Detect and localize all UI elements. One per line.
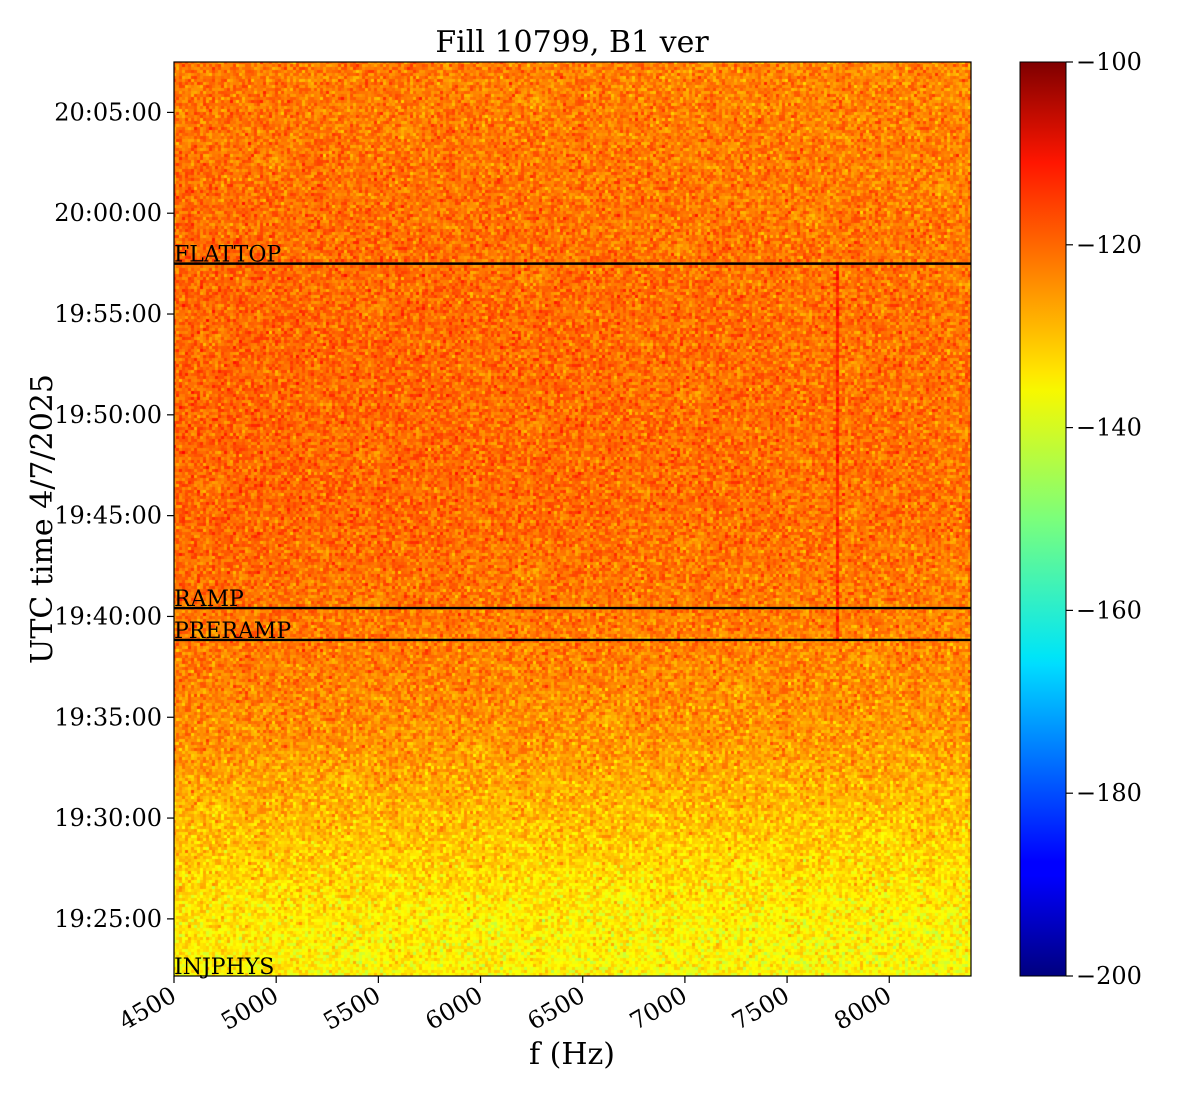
colorbar: −200 −180 −160 −140 −120 −100 xyxy=(1019,48,1142,990)
beam-mode-label: FLATTOP xyxy=(174,243,281,268)
x-axis-label: f (Hz) xyxy=(529,1037,615,1072)
y-tick-label: 19:35:00 xyxy=(54,703,162,731)
y-axis: 19:25:00 19:30:00 19:35:00 19:40:00 19:45:00… xyxy=(54,98,174,933)
beam-mode-label: INJPHYS xyxy=(174,955,274,980)
x-tick-label: 8000 xyxy=(829,981,896,1036)
y-tick-label: 19:40:00 xyxy=(54,602,162,630)
x-tick-label: 5000 xyxy=(216,981,283,1036)
y-tick-label: 19:30:00 xyxy=(54,804,162,832)
x-tick-label: 6500 xyxy=(523,981,590,1036)
x-tick-label: 7500 xyxy=(727,981,794,1036)
y-tick-label: 19:45:00 xyxy=(54,502,162,530)
colorbar-tick-label: −200 xyxy=(1076,962,1142,990)
beam-mode-label: PRERAMP xyxy=(174,619,291,644)
y-tick-label: 19:50:00 xyxy=(54,401,162,429)
beam-mode-label: RAMP xyxy=(174,587,244,612)
colorbar-ticks: −200 −180 −160 −140 −120 −100 xyxy=(1066,48,1142,990)
spectrogram-heatmap xyxy=(174,62,971,976)
colorbar-tick-label: −180 xyxy=(1076,779,1142,807)
x-tick-label: 6000 xyxy=(421,981,488,1036)
plot-area xyxy=(173,61,972,977)
colorbar-tick-label: −140 xyxy=(1076,414,1142,442)
plot-frame xyxy=(173,61,972,977)
colorbar-gradient xyxy=(1019,61,1067,977)
x-tick-label: 5500 xyxy=(318,981,385,1036)
x-tick-label: 7000 xyxy=(625,981,692,1036)
colorbar-tick-label: −120 xyxy=(1076,231,1142,259)
y-tick-label: 20:00:00 xyxy=(54,199,162,227)
y-tick-label: 20:05:00 xyxy=(54,98,162,126)
colorbar-tick-label: −160 xyxy=(1076,596,1142,624)
chart-title: Fill 10799, B1 ver xyxy=(435,25,709,60)
beam-mode-markers: FLATTOP RAMP PRERAMP INJPHYS xyxy=(174,243,971,980)
x-tick-label: 4500 xyxy=(114,981,181,1036)
colorbar-tick-label: −100 xyxy=(1076,48,1142,76)
x-axis: 4500 5000 5500 6000 6500 7000 7500 8000 xyxy=(114,976,896,1036)
y-axis-label: UTC time 4/7/2025 xyxy=(25,374,60,664)
y-tick-label: 19:25:00 xyxy=(54,905,162,933)
y-tick-label: 19:55:00 xyxy=(54,300,162,328)
